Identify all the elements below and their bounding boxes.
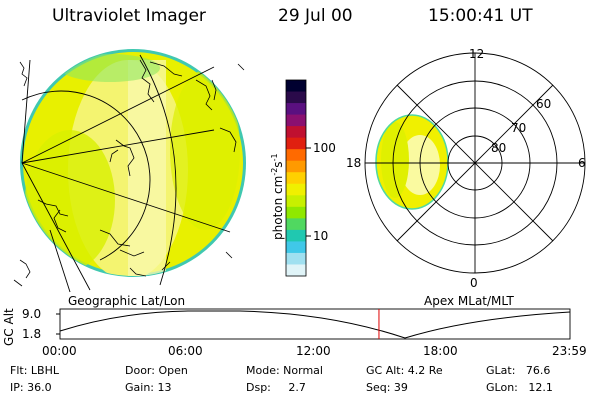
mlt-label-0: 0 bbox=[470, 276, 478, 290]
geo-grid bbox=[21, 54, 231, 293]
mlt-label-12: 12 bbox=[469, 47, 485, 61]
alt-xtick-2359: 23:59 bbox=[552, 344, 587, 358]
image-time: 15:00:41 UT bbox=[428, 6, 533, 26]
status-gain: Gain: 13 bbox=[125, 381, 172, 394]
mlt-label-6: 6 bbox=[578, 156, 586, 170]
colorbar-segment bbox=[286, 149, 306, 162]
status-filter: Flt: LBHL bbox=[10, 364, 59, 377]
status-seq: Seq: 39 bbox=[366, 381, 408, 394]
colorbar-segment bbox=[286, 114, 306, 127]
alt-ytick-1-8: 1.8 bbox=[22, 327, 42, 341]
alt-xtick-0600: 06:00 bbox=[168, 344, 203, 358]
status-glat: GLat: 76.6 bbox=[486, 364, 551, 377]
altitude-curve bbox=[59, 310, 571, 339]
colorbar-segment bbox=[286, 80, 306, 93]
app-title: Ultraviolet Imager bbox=[52, 6, 206, 26]
colorbar-segment bbox=[286, 160, 306, 173]
colorbar-segment bbox=[286, 206, 306, 219]
polar-grid bbox=[364, 52, 586, 274]
colorbar-segment bbox=[286, 183, 306, 196]
colorbar-tick-10: 10 bbox=[313, 229, 329, 243]
colorbar-segment bbox=[286, 172, 306, 185]
mlat-label-80: 80 bbox=[491, 141, 507, 155]
colorbar-segment bbox=[286, 126, 306, 139]
colorbar-tick-100: 100 bbox=[313, 141, 336, 155]
colorbar-segment bbox=[286, 241, 306, 254]
mlat-label-70: 70 bbox=[511, 121, 527, 135]
status-dsp: Dsp: 2.7 bbox=[246, 381, 306, 394]
colorbar-segment bbox=[286, 103, 306, 116]
altitude-ylabel: GC Alt bbox=[2, 308, 16, 346]
mlt-label-18: 18 bbox=[346, 156, 362, 170]
alt-xtick-0000: 00:00 bbox=[42, 344, 77, 358]
polar-panel-label: Apex MLat/MLT bbox=[424, 294, 514, 308]
alt-xtick-1800: 18:00 bbox=[423, 344, 458, 358]
alt-ytick-9: 9.0 bbox=[22, 307, 42, 321]
status-gc-alt: GC Alt: 4.2 Re bbox=[366, 364, 443, 377]
colorbar-segment bbox=[286, 252, 306, 265]
status-door: Door: Open bbox=[125, 364, 188, 377]
mlat-label-60: 60 bbox=[536, 97, 552, 111]
colorbar-segment bbox=[286, 137, 306, 150]
colorbar-segment bbox=[286, 195, 306, 208]
colorbar-segment bbox=[286, 218, 306, 231]
colorbar-segment bbox=[286, 91, 306, 104]
status-mode: Mode: Normal bbox=[246, 364, 323, 377]
geo-panel-label: Geographic Lat/Lon bbox=[68, 294, 186, 308]
alt-xtick-1200: 12:00 bbox=[296, 344, 331, 358]
status-ip: IP: 36.0 bbox=[10, 381, 52, 394]
status-glon: GLon: 12.1 bbox=[486, 381, 553, 394]
colorbar-segment bbox=[286, 264, 306, 277]
colorbar-segment bbox=[286, 229, 306, 242]
image-date: 29 Jul 00 bbox=[278, 6, 353, 26]
